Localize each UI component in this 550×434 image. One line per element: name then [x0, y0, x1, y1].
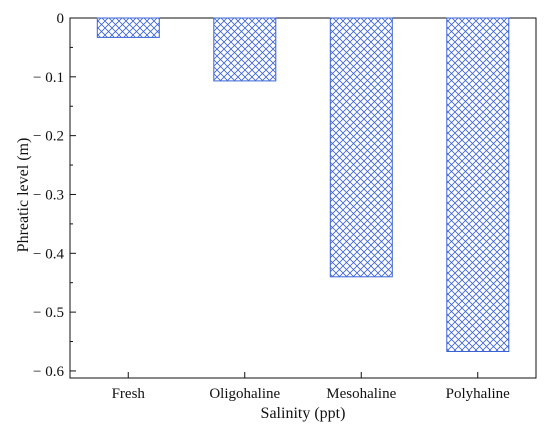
y-tick-label: − 0.1 — [33, 70, 64, 86]
bars — [96, 17, 510, 352]
x-axis-title: Salinity (ppt) — [261, 405, 346, 422]
y-tick-label: − 0.5 — [33, 305, 64, 321]
y-axis: 0 − 0.1 − 0.2 − 0.3 − 0.4 − 0.5 − 0.6 — [33, 11, 76, 380]
bar-fresh — [96, 17, 160, 38]
bar-polyhaline — [446, 17, 510, 352]
bar-mesohaline — [329, 17, 393, 278]
x-tick-label-polyhaline: Polyhaline — [446, 386, 511, 402]
y-tick-label: − 0.4 — [33, 246, 64, 262]
x-tick-label-oligohaline: Oligohaline — [209, 386, 280, 402]
y-tick-label: − 0.6 — [33, 364, 64, 380]
y-axis-title: Phreatic level (m) — [15, 138, 32, 253]
y-tick-label: − 0.3 — [33, 187, 64, 203]
x-tick-label-fresh: Fresh — [112, 386, 146, 402]
plot-border — [69, 17, 537, 379]
bar-oligohaline — [213, 17, 277, 82]
plot-frame — [69, 17, 537, 379]
y-tick-label: − 0.2 — [33, 129, 64, 145]
x-tick-label-mesohaline: Mesohaline — [326, 386, 396, 402]
x-axis: Fresh Oligohaline Mesohaline Polyhaline — [112, 372, 511, 402]
y-tick-label: 0 — [57, 11, 65, 27]
